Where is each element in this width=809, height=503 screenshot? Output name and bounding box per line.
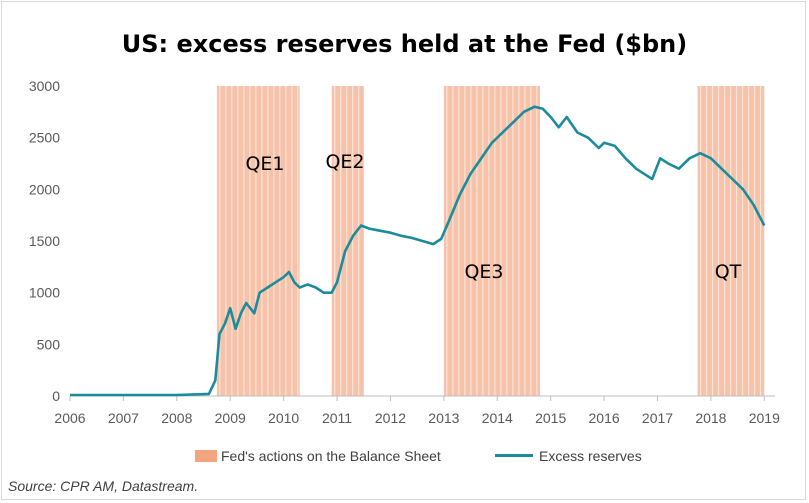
x-tick-label: 2019 [749, 410, 780, 426]
y-tick-label: 2000 [29, 181, 60, 197]
legend-label-shaded: Fed's actions on the Balance Sheet [221, 448, 441, 464]
annotation-qt: QT [715, 261, 742, 283]
series-layer [70, 105, 766, 397]
annotation-qe2: QE2 [325, 151, 364, 173]
x-tick-label: 2017 [642, 410, 673, 426]
x-tick-label: 2006 [54, 410, 85, 426]
x-tick-label: 2010 [268, 410, 299, 426]
series-line-excess-reserves [70, 105, 766, 397]
y-tick-label: 0 [52, 388, 60, 404]
annotation-qe1: QE1 [245, 153, 284, 175]
y-tick-label: 500 [37, 336, 61, 352]
annotation-qe3: QE3 [464, 261, 503, 283]
legend-swatch-line [495, 454, 533, 457]
y-tick-label: 2500 [29, 130, 60, 146]
shaded-periods [216, 86, 765, 396]
axes: 0 500 1000 1500 2000 2500 3000 2006 2007 2008 2009… [29, 78, 780, 426]
x-tick-label: 2008 [161, 410, 192, 426]
legend-item-line: Excess reserves [495, 448, 642, 464]
x-tick-label: 2015 [535, 410, 566, 426]
legend-label-line: Excess reserves [539, 448, 642, 464]
y-tick-label: 3000 [29, 78, 60, 94]
x-tick-label: 2018 [695, 410, 726, 426]
legend-item-shaded: Fed's actions on the Balance Sheet [195, 448, 441, 464]
source-note: Source: CPR AM, Datastream. [8, 478, 199, 494]
x-tick-label: 2014 [482, 410, 513, 426]
x-tick-label: 2009 [215, 410, 246, 426]
shaded-period-qe3 [443, 86, 540, 396]
shaded-period-qe1 [216, 86, 300, 396]
x-tick-label: 2012 [375, 410, 406, 426]
x-tick-label: 2013 [428, 410, 459, 426]
annotations: QE1 QE2 QE3 QT [245, 151, 741, 283]
x-tick-label: 2011 [322, 410, 352, 426]
y-tick-label: 1500 [29, 233, 60, 249]
chart-title: US: excess reserves held at the Fed ($bn… [121, 30, 688, 58]
y-tick-label: 1000 [29, 285, 60, 301]
x-tick-label: 2016 [589, 410, 620, 426]
x-tick-label: 2007 [108, 410, 139, 426]
legend-swatch-shaded [195, 450, 217, 462]
